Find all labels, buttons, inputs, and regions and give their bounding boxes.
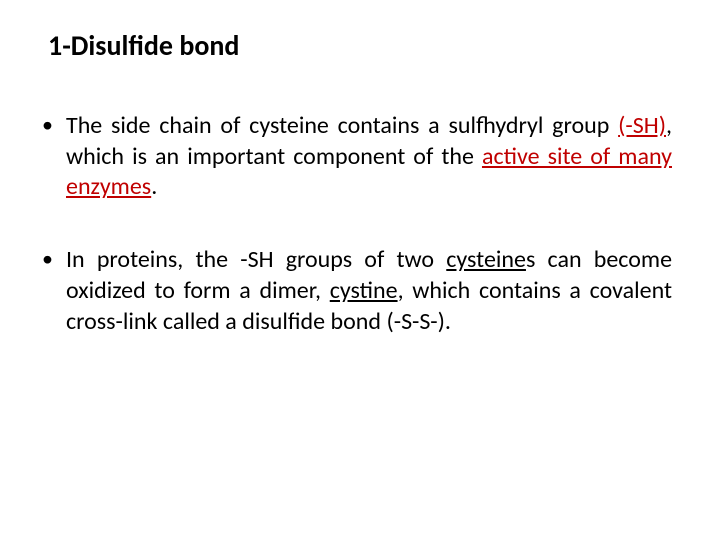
bullet-text: . — [151, 172, 157, 201]
highlight-sh: (-SH) — [618, 111, 666, 140]
bullet-list: The side chain of cysteine contains a su… — [38, 111, 672, 337]
slide: 1-Disulfide bond The side chain of cyste… — [0, 0, 720, 540]
bullet-item: The side chain of cysteine contains a su… — [38, 111, 672, 203]
bullet-text: In proteins, the -SH groups of two — [66, 245, 446, 274]
slide-title: 1-Disulfide bond — [48, 28, 672, 63]
bullet-text: The side chain of cysteine contains a su… — [66, 111, 618, 140]
underline-cystine: cystine — [330, 276, 398, 305]
underline-cysteine: cysteine — [446, 245, 526, 274]
bullet-item: In proteins, the -SH groups of two cyste… — [38, 245, 672, 337]
